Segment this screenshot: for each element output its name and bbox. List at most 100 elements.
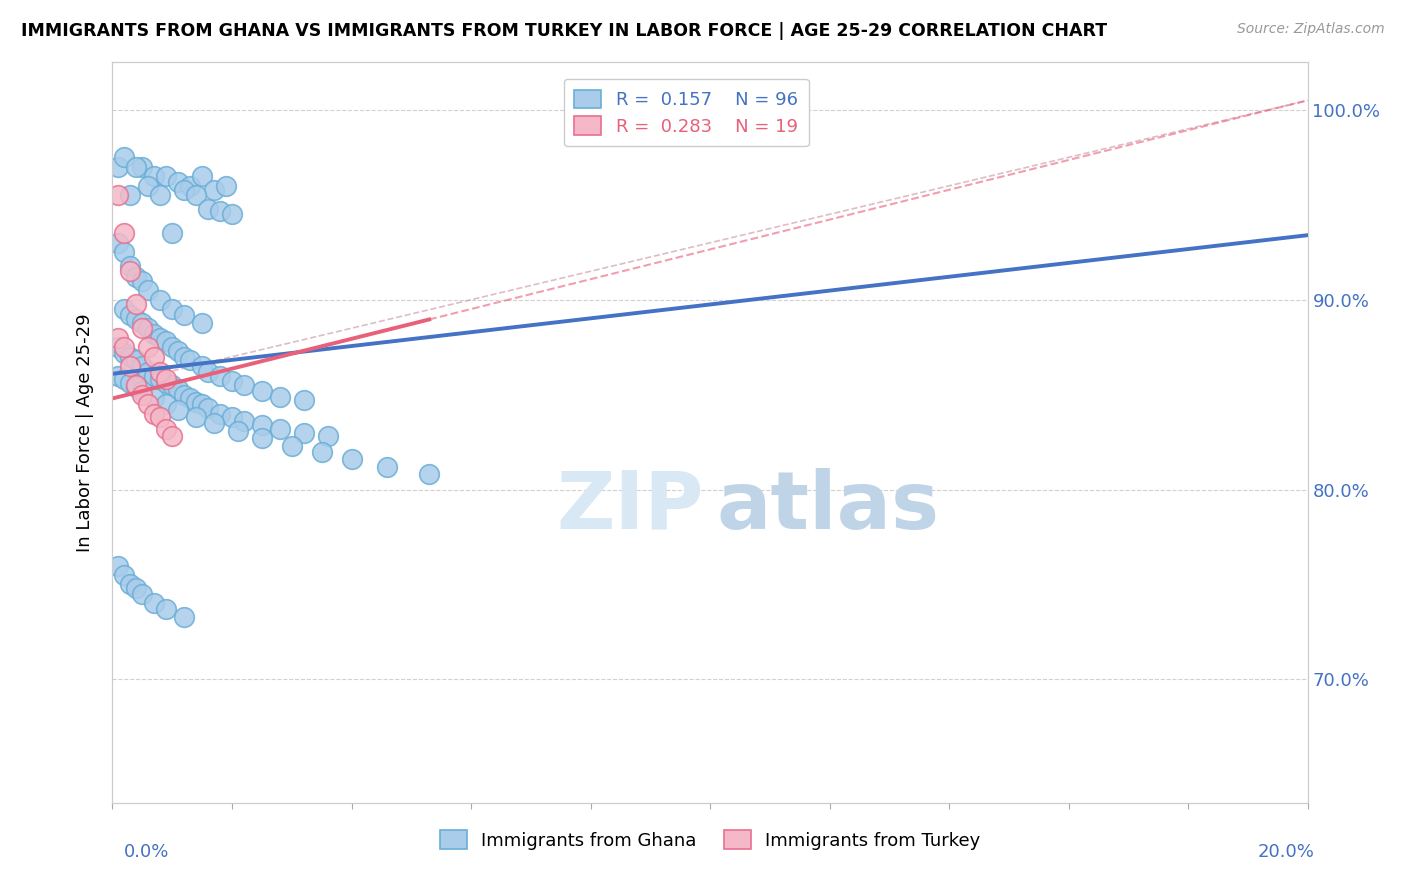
Point bbox=[120, 259, 142, 273]
Point bbox=[138, 340, 160, 354]
Point bbox=[143, 169, 166, 184]
Point bbox=[120, 359, 142, 374]
Point bbox=[143, 407, 166, 421]
Point bbox=[233, 414, 256, 428]
Point bbox=[197, 202, 219, 216]
Point bbox=[143, 368, 166, 383]
Text: ZIP: ZIP bbox=[557, 467, 704, 546]
Point bbox=[292, 393, 315, 408]
Point bbox=[418, 467, 440, 482]
Point bbox=[226, 424, 249, 438]
Point bbox=[173, 387, 195, 401]
Point bbox=[149, 372, 172, 386]
Point bbox=[167, 382, 190, 396]
Point bbox=[155, 602, 177, 616]
Point bbox=[202, 416, 225, 430]
Point bbox=[120, 188, 142, 202]
Point bbox=[114, 346, 135, 360]
Point bbox=[114, 568, 135, 582]
Point bbox=[155, 334, 177, 349]
Point bbox=[114, 245, 135, 260]
Point bbox=[138, 397, 160, 411]
Point bbox=[155, 422, 177, 436]
Point bbox=[131, 384, 153, 398]
Point bbox=[131, 160, 153, 174]
Point bbox=[125, 353, 148, 368]
Point bbox=[155, 372, 177, 386]
Point bbox=[120, 308, 142, 322]
Point bbox=[155, 397, 177, 411]
Point bbox=[131, 274, 153, 288]
Point bbox=[125, 311, 148, 326]
Point bbox=[167, 343, 190, 358]
Point bbox=[167, 175, 190, 189]
Point bbox=[149, 188, 172, 202]
Point bbox=[179, 178, 201, 193]
Text: atlas: atlas bbox=[716, 467, 939, 546]
Point bbox=[120, 350, 142, 364]
Point bbox=[125, 269, 148, 284]
Point bbox=[125, 380, 148, 394]
Point bbox=[173, 609, 195, 624]
Point bbox=[138, 365, 160, 379]
Point bbox=[131, 321, 153, 335]
Point bbox=[191, 316, 214, 330]
Point bbox=[269, 422, 291, 436]
Point bbox=[149, 365, 172, 379]
Point bbox=[131, 587, 153, 601]
Point bbox=[162, 429, 183, 443]
Point bbox=[131, 387, 153, 401]
Point bbox=[209, 203, 232, 218]
Point bbox=[191, 169, 214, 184]
Point bbox=[114, 372, 135, 386]
Point bbox=[250, 431, 273, 445]
Text: 0.0%: 0.0% bbox=[124, 843, 169, 861]
Point bbox=[125, 378, 148, 392]
Point bbox=[209, 407, 232, 421]
Point bbox=[107, 558, 129, 573]
Point bbox=[377, 459, 399, 474]
Point bbox=[186, 410, 208, 425]
Point bbox=[311, 444, 333, 458]
Point bbox=[250, 384, 273, 398]
Point bbox=[221, 375, 243, 389]
Point bbox=[138, 178, 160, 193]
Point bbox=[131, 359, 153, 374]
Point bbox=[149, 331, 172, 345]
Point bbox=[149, 410, 172, 425]
Point bbox=[143, 326, 166, 341]
Point bbox=[197, 365, 219, 379]
Point bbox=[221, 410, 243, 425]
Point bbox=[114, 302, 135, 317]
Point bbox=[120, 264, 142, 278]
Point bbox=[197, 401, 219, 415]
Text: IMMIGRANTS FROM GHANA VS IMMIGRANTS FROM TURKEY IN LABOR FORCE | AGE 25-29 CORRE: IMMIGRANTS FROM GHANA VS IMMIGRANTS FROM… bbox=[21, 22, 1107, 40]
Point bbox=[131, 316, 153, 330]
Point bbox=[107, 235, 129, 250]
Text: 20.0%: 20.0% bbox=[1258, 843, 1315, 861]
Point bbox=[233, 378, 256, 392]
Point bbox=[281, 439, 304, 453]
Point bbox=[209, 368, 232, 383]
Legend: Immigrants from Ghana, Immigrants from Turkey: Immigrants from Ghana, Immigrants from T… bbox=[429, 820, 991, 861]
Point bbox=[143, 392, 166, 406]
Point bbox=[107, 188, 129, 202]
Point bbox=[162, 340, 183, 354]
Point bbox=[125, 160, 148, 174]
Point bbox=[202, 183, 225, 197]
Point bbox=[138, 283, 160, 297]
Point bbox=[149, 293, 172, 307]
Point bbox=[186, 188, 208, 202]
Point bbox=[114, 227, 135, 241]
Point bbox=[340, 452, 363, 467]
Point bbox=[179, 392, 201, 406]
Point bbox=[162, 227, 183, 241]
Point bbox=[107, 160, 129, 174]
Text: Source: ZipAtlas.com: Source: ZipAtlas.com bbox=[1237, 22, 1385, 37]
Point bbox=[179, 353, 201, 368]
Point bbox=[162, 378, 183, 392]
Point bbox=[107, 340, 129, 354]
Point bbox=[125, 582, 148, 596]
Point bbox=[167, 402, 190, 417]
Point bbox=[215, 178, 238, 193]
